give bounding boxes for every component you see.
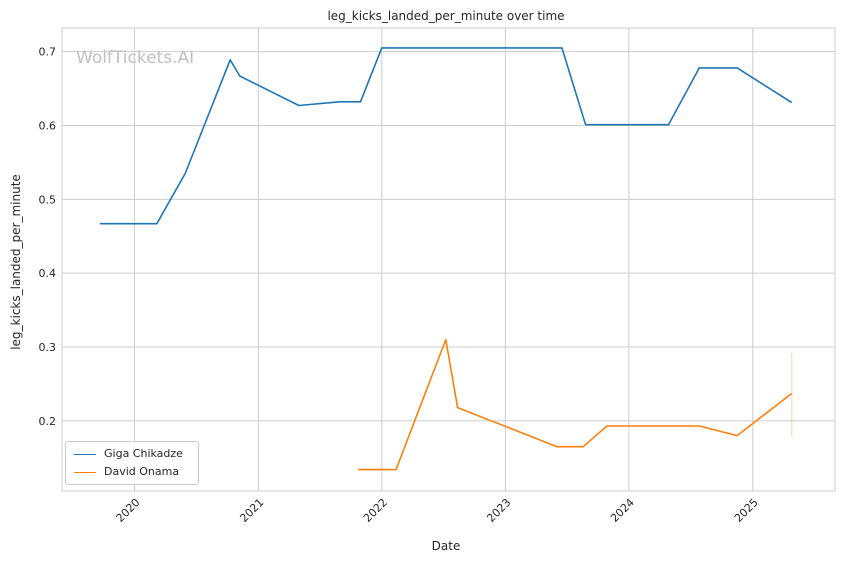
y-tick-label: 0.2	[39, 415, 57, 428]
y-tick-label: 0.4	[39, 267, 57, 280]
legend: Giga Chikadze David Onama	[65, 441, 199, 485]
x-tick-label: 2021	[237, 496, 266, 525]
legend-item-giga-chikadze: Giga Chikadze	[74, 447, 183, 461]
legend-swatch-david-onama	[74, 471, 96, 473]
y-tick-label: 0.3	[39, 341, 57, 354]
watermark: WolfTickets.AI	[76, 48, 195, 68]
legend-swatch-giga-chikadze	[74, 453, 96, 455]
plot-area	[61, 27, 836, 492]
grid-lines	[62, 28, 835, 491]
legend-item-david-onama: David Onama	[74, 465, 179, 479]
y-tick-label: 0.7	[39, 46, 57, 59]
legend-label-david-onama: David Onama	[104, 465, 180, 478]
series-line-david-onama	[358, 338, 793, 471]
y-tick-label: 0.6	[39, 119, 57, 132]
series-line-giga-chikadze	[99, 47, 793, 225]
x-tick-label: 2024	[608, 496, 637, 525]
x-axis-label: Date	[432, 539, 461, 553]
y-tick-label: 0.5	[39, 193, 57, 206]
legend-label-giga-chikadze: Giga Chikadze	[104, 447, 183, 460]
y-axis-label: leg_kicks_landed_per_minute	[9, 174, 23, 350]
x-tick-label: 2025	[732, 496, 761, 525]
x-tick-label: 2022	[361, 496, 390, 525]
series-lines	[99, 47, 793, 471]
x-tick-label: 2020	[114, 496, 143, 525]
x-tick-label: 2023	[484, 496, 513, 525]
chart-title: leg_kicks_landed_per_minute over time	[327, 9, 564, 23]
